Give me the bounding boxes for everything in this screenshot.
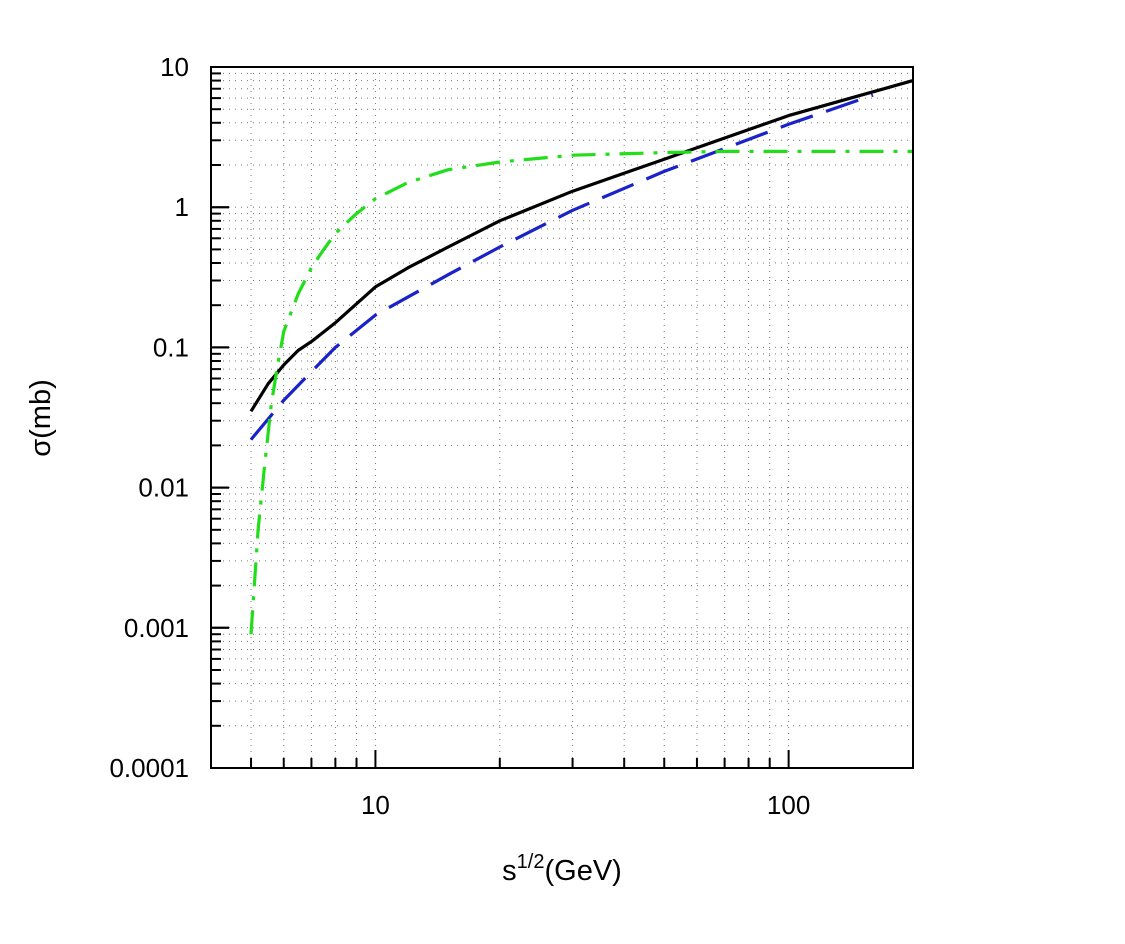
x-axis-title: s1/2(GeV): [502, 851, 622, 887]
x-axis-title-sup: 1/2: [517, 851, 545, 873]
y-axis-title: σ(mb): [25, 379, 57, 457]
plot-frame: [210, 66, 914, 769]
x-axis-title-rest: (GeV): [544, 855, 621, 887]
y-tick-label: 10: [160, 52, 189, 82]
y-tick-label: 0.0001: [109, 753, 189, 783]
axis-ticks: [211, 66, 790, 769]
x-axis-title-base: s: [502, 855, 517, 887]
tick-labels: 10 100 10 1 0.1 0.01 0.001 0.0001: [109, 52, 810, 820]
series-lines: [249, 79, 914, 635]
x-tick-label: 100: [767, 790, 810, 820]
y-tick-label: 0.1: [153, 332, 189, 362]
series-line-2: [249, 93, 874, 441]
y-tick-label: 0.001: [124, 613, 189, 643]
series-line-1: [249, 79, 914, 413]
y-tick-label: 1: [175, 192, 189, 222]
y-tick-label: 0.01: [138, 473, 189, 503]
x-tick-label: 10: [361, 790, 390, 820]
